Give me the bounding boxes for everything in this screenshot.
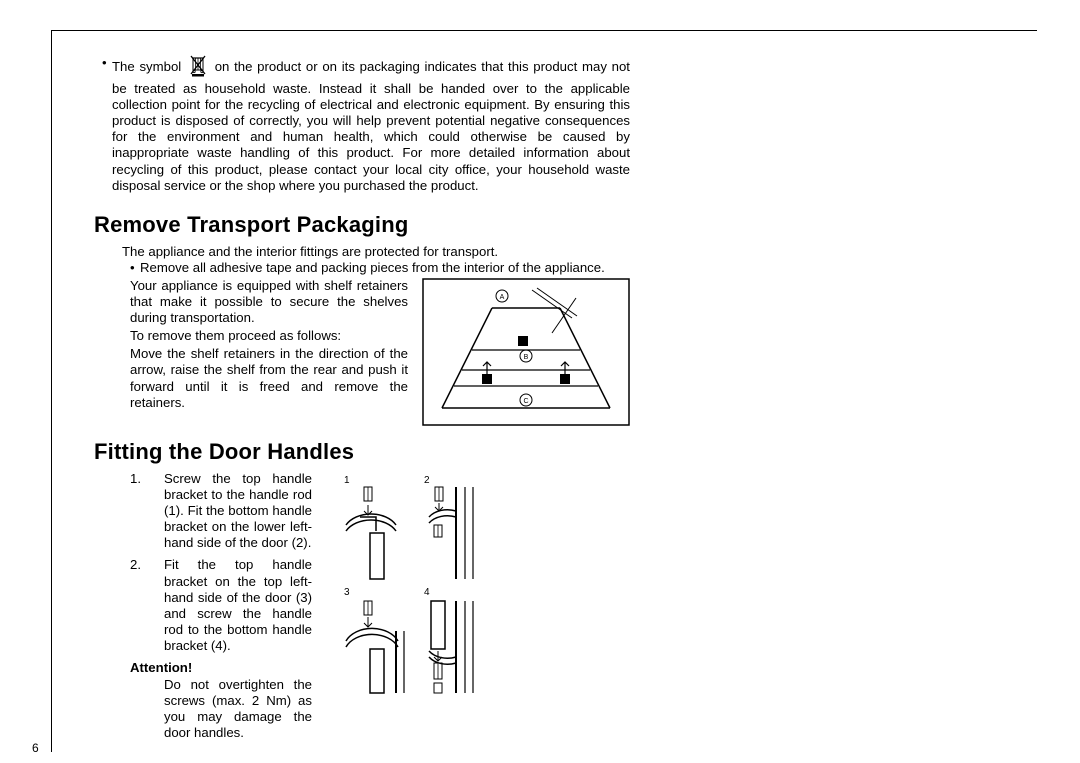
page-frame: • The symbol — [51, 30, 1037, 752]
page-content: • The symbol — [52, 31, 672, 741]
handle-label-4: 4 — [424, 587, 430, 598]
symbol-prefix: The symbol — [112, 59, 181, 74]
transport-p2: To remove them proceed as follows: — [130, 328, 408, 344]
attention-label: Attention! — [130, 660, 312, 675]
handles-step-1: 1. Screw the top handle bracket to the h… — [130, 471, 312, 551]
transport-intro: The appliance and the interior fittings … — [122, 244, 630, 260]
waste-symbol-paragraph: • The symbol — [102, 55, 630, 194]
transport-bullet: Remove all adhesive tape and packing pie… — [140, 260, 630, 276]
waste-bin-icon — [188, 55, 208, 81]
shelf-retainer-diagram: A B C — [422, 278, 630, 431]
bullet-icon: • — [102, 55, 112, 194]
handle-label-1: 1 — [344, 475, 350, 486]
page-number: 6 — [32, 741, 39, 755]
step-text: Fit the top handle bracket on the top le… — [164, 557, 312, 654]
transport-text-block: Your appliance is equipped with shelf re… — [130, 278, 408, 431]
door-handle-diagram: 1 2 3 4 — [326, 471, 526, 741]
handles-text-block: 1. Screw the top handle bracket to the h… — [130, 471, 312, 741]
heading-handles: Fitting the Door Handles — [94, 439, 630, 465]
heading-transport: Remove Transport Packaging — [94, 212, 630, 238]
handles-step-2: 2. Fit the top handle bracket on the top… — [130, 557, 312, 654]
shelf-label-a: A — [500, 294, 505, 301]
step-number: 2. — [130, 557, 164, 654]
step-text: Screw the top handle bracket to the hand… — [164, 471, 312, 551]
shelf-label-b: B — [524, 354, 529, 361]
handle-label-3: 3 — [344, 587, 350, 598]
transport-p3: Move the shelf retainers in the directio… — [130, 346, 408, 410]
shelf-label-c: C — [523, 398, 528, 405]
bullet-icon: • — [130, 260, 140, 276]
transport-p1: Your appliance is equipped with shelf re… — [130, 278, 408, 326]
step-number: 1. — [130, 471, 164, 551]
handle-label-2: 2 — [424, 475, 430, 486]
attention-body: Do not overtighten the screws (max. 2 Nm… — [164, 677, 312, 741]
